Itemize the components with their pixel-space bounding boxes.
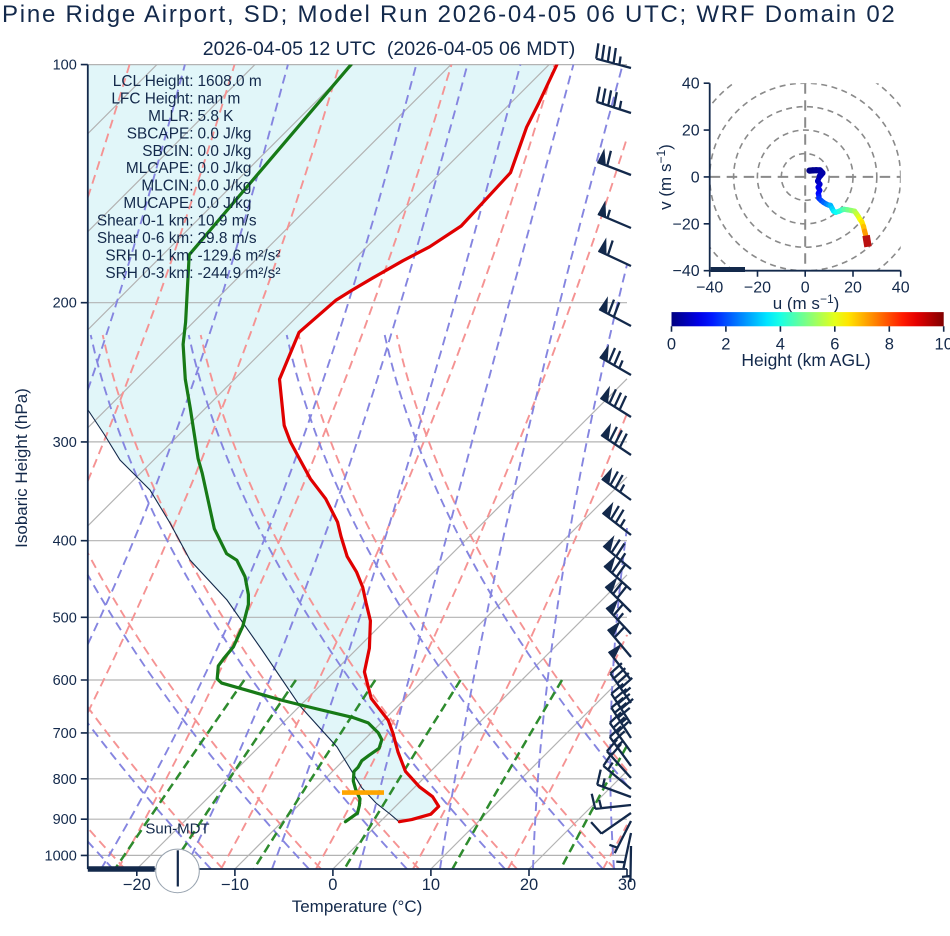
svg-text:40: 40 [892,280,910,297]
svg-text:500: 500 [53,610,77,626]
svg-text:4: 4 [776,335,785,353]
svg-text:10.9 m/s: 10.9 m/s [198,213,257,230]
svg-text:1608.0 m: 1608.0 m [198,73,262,90]
svg-text:−40: −40 [696,280,723,297]
svg-text:Shear 0-1 km:: Shear 0-1 km: [97,213,194,230]
svg-text:20: 20 [682,123,700,140]
svg-text:6: 6 [830,335,839,353]
svg-text:29.8 m/s: 29.8 m/s [198,230,257,247]
svg-text:SBCAPE:: SBCAPE: [127,125,194,142]
svg-text:800: 800 [53,772,77,788]
svg-text:100: 100 [53,58,77,74]
svg-text:Isobaric Height (hPa): Isobaric Height (hPa) [12,388,31,548]
svg-text:20: 20 [520,876,538,894]
svg-text:200: 200 [53,296,77,312]
svg-text:0.0 J/kg: 0.0 J/kg [198,125,252,142]
svg-text:Pine Ridge Airport, SD; Model: Pine Ridge Airport, SD; Model Run 2026-0… [2,1,897,28]
svg-text:0.0 J/kg: 0.0 J/kg [198,143,252,160]
svg-text:40: 40 [682,76,700,93]
svg-text:−20: −20 [123,876,151,894]
svg-text:8: 8 [885,335,894,353]
svg-text:0.0 J/kg: 0.0 J/kg [198,160,252,177]
svg-text:0.0 J/kg: 0.0 J/kg [198,178,252,195]
svg-text:0.0 J/kg: 0.0 J/kg [198,195,252,212]
svg-text:600: 600 [53,673,77,689]
svg-text:−20: −20 [744,280,771,297]
svg-text:0: 0 [801,280,810,297]
svg-text:Temperature (°C): Temperature (°C) [292,897,423,916]
svg-text:300: 300 [53,435,77,451]
svg-text:0: 0 [328,876,337,894]
svg-text:MLLR:: MLLR: [148,108,193,125]
svg-text:Height (km AGL): Height (km AGL) [741,350,870,370]
svg-text:SBCIN:: SBCIN: [142,143,193,160]
svg-text:MUCAPE:: MUCAPE: [123,195,193,212]
svg-text:0: 0 [667,335,676,353]
svg-text:400: 400 [53,534,77,550]
svg-text:10: 10 [935,335,950,353]
svg-text:nan m: nan m [198,91,241,108]
svg-text:0: 0 [691,169,700,186]
svg-text:−10: −10 [221,876,249,894]
svg-text:5.8 K: 5.8 K [198,108,235,125]
svg-text:1000: 1000 [45,848,77,864]
svg-text:SRH 0-3 km:: SRH 0-3 km: [105,265,193,282]
svg-text:LCL Height:: LCL Height: [113,73,194,90]
svg-text:20: 20 [844,280,862,297]
svg-text:−40: −40 [673,263,700,280]
svg-text:LFC Height:: LFC Height: [111,91,193,108]
svg-text:2026-04-05 12 UTC (2026-04-05: 2026-04-05 12 UTC (2026-04-05 06 MDT) [203,38,575,60]
svg-text:SRH 0-1 km:: SRH 0-1 km: [105,248,193,265]
svg-text:2: 2 [721,335,730,353]
svg-text:-244.9 m²/s²: -244.9 m²/s² [198,265,281,282]
svg-text:Sun-MDT: Sun-MDT [145,821,209,838]
svg-text:10: 10 [422,876,440,894]
svg-text:900: 900 [53,812,77,828]
svg-text:-129.6 m²/s²: -129.6 m²/s² [198,248,281,265]
svg-text:700: 700 [53,726,77,742]
svg-text:30: 30 [618,876,636,894]
svg-text:−20: −20 [673,216,700,233]
svg-text:MLCIN:: MLCIN: [141,178,193,195]
svg-text:Shear 0-6 km:: Shear 0-6 km: [97,230,194,247]
svg-text:MLCAPE:: MLCAPE: [126,160,194,177]
